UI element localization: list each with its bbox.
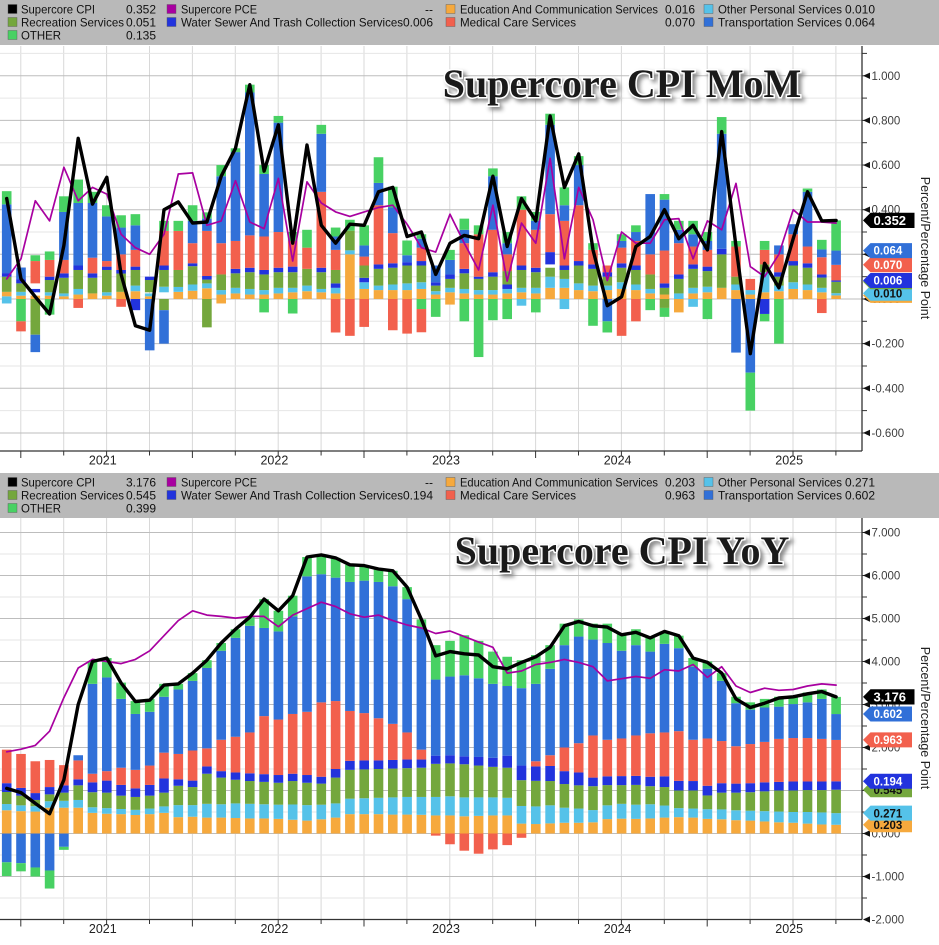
svg-text:2023: 2023 [432,922,460,936]
svg-text:--: -- [425,3,433,17]
svg-text:0.006: 0.006 [403,16,433,30]
svg-text:2025: 2025 [775,922,803,936]
svg-text:Supercore CPI: Supercore CPI [21,476,95,490]
svg-text:4.000: 4.000 [872,657,901,669]
svg-text:0.064: 0.064 [874,246,903,258]
svg-text:2022: 2022 [260,922,288,936]
svg-text:Supercore PCE: Supercore PCE [181,476,257,490]
svg-text:0.203: 0.203 [665,476,695,490]
svg-text:0.070: 0.070 [874,260,903,272]
svg-text:OTHER: OTHER [21,29,61,43]
svg-text:Medical Care Services: Medical Care Services [460,16,576,30]
svg-text:Supercore CPI: Supercore CPI [21,3,95,17]
svg-text:-0.600: -0.600 [872,428,905,440]
svg-text:Medical Care Services: Medical Care Services [460,489,576,503]
svg-text:3.176: 3.176 [874,690,907,705]
svg-text:Education And Communication Se: Education And Communication Services [460,476,658,490]
svg-text:0.194: 0.194 [874,777,903,789]
svg-text:2023: 2023 [432,454,460,468]
svg-text:0.963: 0.963 [665,489,695,503]
svg-text:-2.000: -2.000 [872,915,905,927]
svg-text:Percent/Percentage Point: Percent/Percentage Point [918,647,932,790]
svg-text:Supercore CPI YoY: Supercore CPI YoY [455,528,790,573]
svg-text:0.010: 0.010 [845,3,875,17]
svg-text:-1.000: -1.000 [872,872,905,884]
svg-text:Transportation Services: Transportation Services [718,16,842,30]
svg-text:0.602: 0.602 [845,489,875,503]
svg-text:2021: 2021 [89,454,117,468]
svg-text:Education And Communication Se: Education And Communication Services [460,3,658,17]
svg-text:0.194: 0.194 [403,489,433,503]
svg-text:2025: 2025 [775,454,803,468]
svg-text:0.070: 0.070 [665,16,695,30]
svg-text:0.064: 0.064 [845,16,875,30]
svg-text:0.016: 0.016 [665,3,695,17]
svg-text:0.203: 0.203 [874,820,903,832]
svg-text:6.000: 6.000 [872,571,901,583]
svg-text:Other Personal Services: Other Personal Services [718,476,842,490]
svg-text:Supercore PCE: Supercore PCE [181,3,257,17]
svg-text:2022: 2022 [260,454,288,468]
svg-text:0.006: 0.006 [874,276,903,288]
svg-text:0.271: 0.271 [845,476,875,490]
svg-text:Supercore CPI MoM: Supercore CPI MoM [443,61,801,106]
svg-text:2021: 2021 [89,922,117,936]
svg-text:0.600: 0.600 [872,160,901,172]
svg-text:Recreation Services: Recreation Services [21,16,124,30]
svg-text:--: -- [425,476,433,490]
svg-text:0.010: 0.010 [874,288,903,300]
svg-text:0.271: 0.271 [874,808,903,820]
svg-text:0.399: 0.399 [126,502,156,516]
svg-text:0.135: 0.135 [126,29,156,43]
svg-text:-0.200: -0.200 [872,339,905,351]
svg-text:Recreation Services: Recreation Services [21,489,124,503]
svg-text:Transportation Services: Transportation Services [718,489,842,503]
svg-text:2024: 2024 [604,454,632,468]
svg-text:OTHER: OTHER [21,502,61,516]
svg-text:3.176: 3.176 [126,476,156,490]
svg-text:Other Personal Services: Other Personal Services [718,3,842,17]
svg-text:5.000: 5.000 [872,614,901,626]
svg-text:1.000: 1.000 [872,71,901,83]
svg-text:0.800: 0.800 [872,115,901,127]
svg-text:0.545: 0.545 [126,489,156,503]
svg-text:Water Sewer And Trash Collecti: Water Sewer And Trash Collection Service… [181,16,403,30]
svg-text:7.000: 7.000 [872,528,901,540]
svg-text:0.051: 0.051 [126,16,156,30]
svg-text:Percent/Percentage Point: Percent/Percentage Point [918,177,932,320]
svg-text:0.352: 0.352 [874,213,907,228]
svg-text:Water Sewer And Trash Collecti: Water Sewer And Trash Collection Service… [181,489,403,503]
svg-text:0.602: 0.602 [874,709,903,721]
svg-text:2024: 2024 [604,922,632,936]
svg-text:0.352: 0.352 [126,3,156,17]
svg-text:-0.400: -0.400 [872,383,905,395]
svg-text:0.963: 0.963 [874,735,903,747]
